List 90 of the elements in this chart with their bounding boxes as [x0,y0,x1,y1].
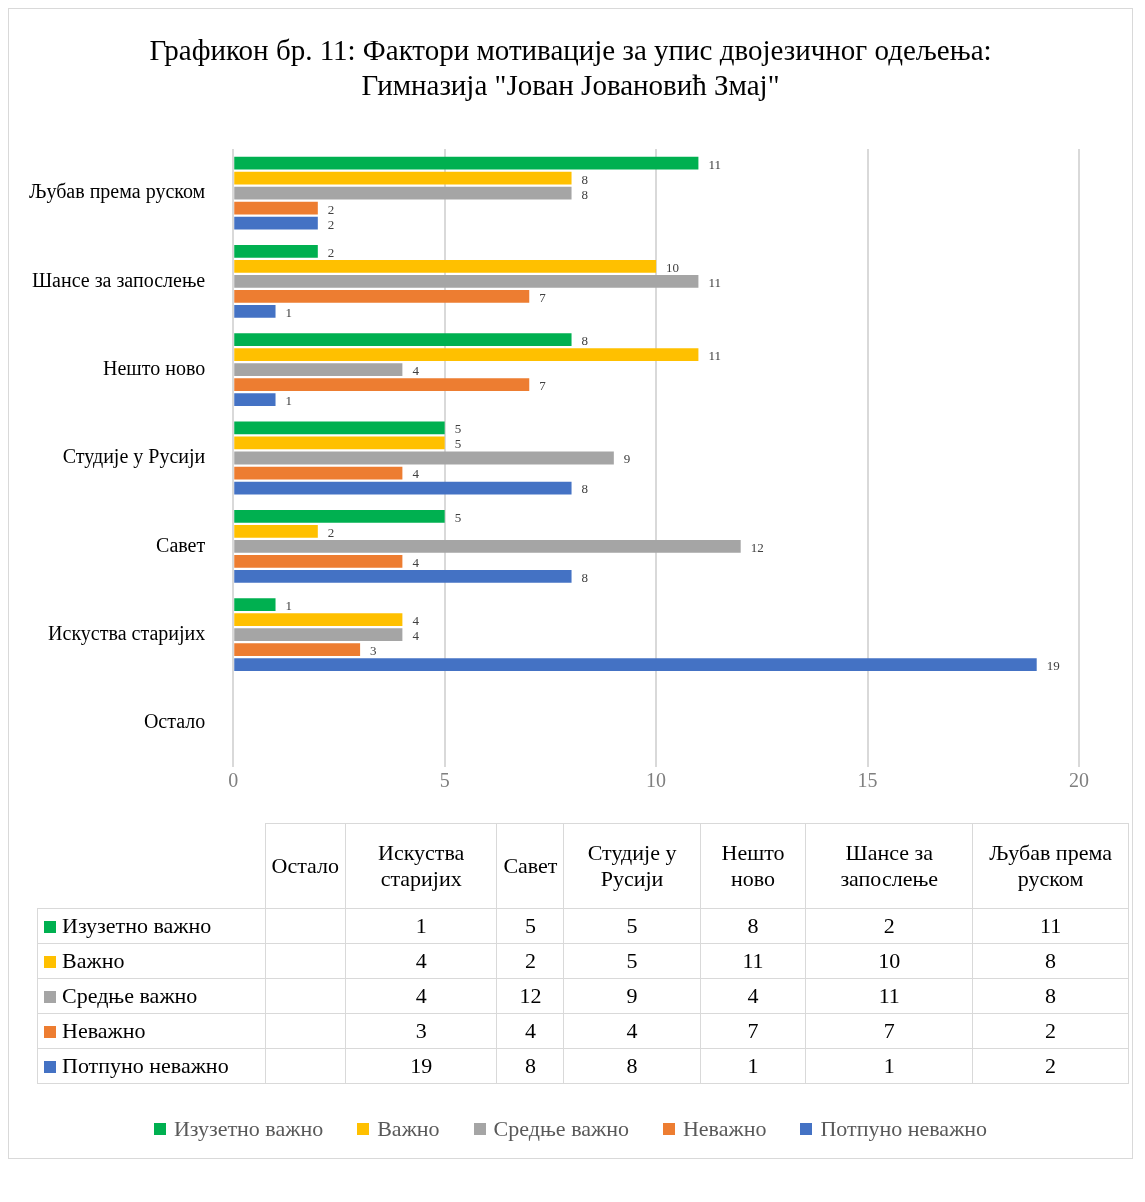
x-tick-label: 10 [646,768,667,791]
data-label: 5 [454,436,462,452]
y-tick-label: Шансе за запослење [31,268,206,291]
y-tick-label: Искуства старијих [48,621,206,645]
data-label: 11 [708,347,721,363]
data-label: 4 [496,1013,564,1049]
x-tick-label: 20 [1069,768,1089,791]
data-label: 11 [805,978,973,1014]
data-label: 4 [345,978,497,1014]
data-label: 8 [972,978,1129,1014]
data-label: 8 [581,186,589,202]
y-tick-label: Студије у Русији [62,444,206,468]
category-label: Остало [265,823,346,909]
legend-label: Потпуно неважно [820,1115,988,1142]
category-label: Нешто ново [700,823,806,909]
data-label: 1 [700,1048,806,1084]
category-label: Искуства старијих [345,823,497,909]
data-label: 8 [563,1048,701,1084]
data-label: 7 [805,1013,973,1049]
data-label: 11 [708,274,721,290]
data-label: 1 [805,1048,973,1084]
data-label: 2 [327,244,335,260]
legend-label: Изузетно важно [173,1115,324,1142]
data-label: 2 [972,1048,1129,1084]
data-label: 4 [412,612,420,628]
data-label: 2 [327,201,335,217]
x-tick-label: 0 [228,768,239,791]
data-label: 4 [700,978,806,1014]
legend-label: Важно [62,948,125,973]
chart-title: Графикон бр. 11: Фактори мотивације за упис двојезичног одељења: Гимназија "Јован Јовановић Змај" [148,33,993,103]
data-label: 2 [805,908,973,944]
legend-label: Важно [377,1115,440,1142]
data-label: 8 [581,332,589,348]
y-tick-label: Остало [143,709,206,732]
category-label: Савет [496,823,564,909]
data-label: 4 [412,554,420,570]
data-label: 7 [700,1013,806,1049]
x-tick-label: 15 [857,768,878,791]
x-tick-label: 5 [439,768,450,791]
data-label: 8 [581,569,589,585]
data-label: 1 [285,392,293,408]
data-label: 8 [700,908,806,944]
data-label: 1 [285,304,293,320]
y-tick-label: Савет [156,533,206,556]
data-label: 3 [370,642,377,658]
data-label: 4 [412,362,420,378]
data-label: 12 [750,539,764,555]
data-label: 5 [563,943,701,979]
data-label: 9 [563,978,701,1014]
data-label: 1 [345,908,497,944]
y-tick-label: Љубав према руском [28,179,206,203]
data-label: 4 [412,627,420,643]
legend-label: Потпуно неважно [62,1053,229,1078]
data-label: 11 [972,908,1129,944]
data-label: 8 [496,1048,564,1084]
data-label: 2 [327,216,335,232]
legend-label: Средње важно [493,1115,629,1142]
data-label: 9 [623,451,631,467]
data-label: 19 [345,1048,497,1084]
legend-label: Средње важно [62,983,198,1008]
data-label: 12 [496,978,564,1014]
data-label: 10 [666,259,680,275]
y-tick-label: Нешто ново [103,356,206,379]
data-label: 3 [345,1013,497,1049]
category-label: Љубав према руском [972,823,1129,909]
data-label: 5 [454,509,462,525]
category-label: Студије у Русији [563,823,701,909]
data-label: 4 [412,466,420,482]
data-label: 10 [805,943,973,979]
data-label: 5 [563,908,701,944]
data-label: 8 [972,943,1129,979]
data-label: 7 [539,377,547,393]
data-label: 4 [345,943,497,979]
category-label: Шансе за запослење [805,823,973,909]
data-label: 8 [581,481,589,497]
data-label: 5 [496,908,564,944]
data-label: 7 [539,289,547,305]
data-label: 1 [285,597,293,613]
data-label: 2 [327,524,335,540]
data-label: 2 [496,943,564,979]
data-label: 11 [700,943,806,979]
data-label: 4 [563,1013,701,1049]
data-label: 5 [454,421,462,436]
data-label: 8 [581,171,589,187]
legend-label: Неважно [62,1018,146,1043]
data-label: 2 [972,1013,1129,1049]
legend-label: Неважно [682,1115,767,1142]
data-label: 11 [708,156,721,172]
legend-label: Изузетно важно [62,913,212,938]
data-label: 19 [1046,657,1060,673]
